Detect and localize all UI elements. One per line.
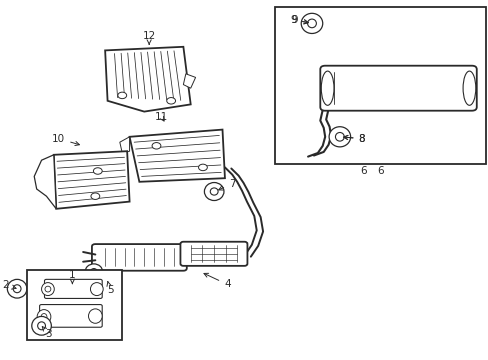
Text: 1: 1: [69, 270, 76, 284]
Polygon shape: [120, 137, 129, 153]
Polygon shape: [54, 151, 129, 209]
Text: 12: 12: [142, 31, 156, 44]
FancyBboxPatch shape: [180, 242, 247, 266]
Text: 2: 2: [2, 280, 16, 290]
Ellipse shape: [210, 188, 218, 195]
FancyBboxPatch shape: [40, 305, 102, 327]
Ellipse shape: [301, 13, 322, 33]
Polygon shape: [129, 130, 224, 182]
Text: 9: 9: [289, 15, 307, 25]
Ellipse shape: [7, 279, 27, 298]
Polygon shape: [34, 155, 56, 209]
Text: 8: 8: [343, 134, 365, 144]
Ellipse shape: [335, 132, 344, 141]
Text: 7: 7: [218, 179, 235, 190]
Ellipse shape: [93, 168, 102, 174]
Text: 3: 3: [42, 327, 52, 339]
Ellipse shape: [85, 264, 102, 280]
Ellipse shape: [166, 98, 175, 104]
Ellipse shape: [90, 283, 103, 296]
FancyBboxPatch shape: [92, 244, 186, 271]
Ellipse shape: [204, 183, 224, 201]
Text: 11: 11: [154, 112, 168, 122]
Text: 9: 9: [290, 15, 307, 25]
Ellipse shape: [32, 316, 51, 335]
Polygon shape: [105, 47, 190, 112]
Text: 10: 10: [52, 134, 79, 145]
Text: 5: 5: [106, 282, 113, 295]
Text: 6: 6: [376, 166, 383, 176]
Bar: [274, 7, 485, 164]
Text: 4: 4: [203, 273, 230, 289]
Ellipse shape: [88, 309, 102, 323]
Ellipse shape: [13, 285, 21, 293]
Ellipse shape: [45, 286, 51, 292]
Ellipse shape: [41, 283, 54, 296]
Ellipse shape: [198, 164, 207, 171]
Text: 6: 6: [359, 166, 366, 176]
Ellipse shape: [41, 314, 47, 320]
FancyBboxPatch shape: [44, 279, 102, 298]
Ellipse shape: [152, 143, 161, 149]
Ellipse shape: [90, 269, 97, 275]
Ellipse shape: [38, 322, 45, 330]
FancyBboxPatch shape: [320, 66, 476, 111]
Ellipse shape: [118, 92, 126, 99]
Ellipse shape: [37, 310, 51, 324]
Ellipse shape: [462, 71, 475, 105]
Ellipse shape: [307, 19, 316, 28]
Bar: [27, 270, 122, 340]
Text: 8: 8: [343, 134, 365, 144]
Polygon shape: [183, 74, 195, 88]
Ellipse shape: [321, 71, 333, 105]
Ellipse shape: [91, 193, 100, 199]
Ellipse shape: [328, 127, 350, 147]
